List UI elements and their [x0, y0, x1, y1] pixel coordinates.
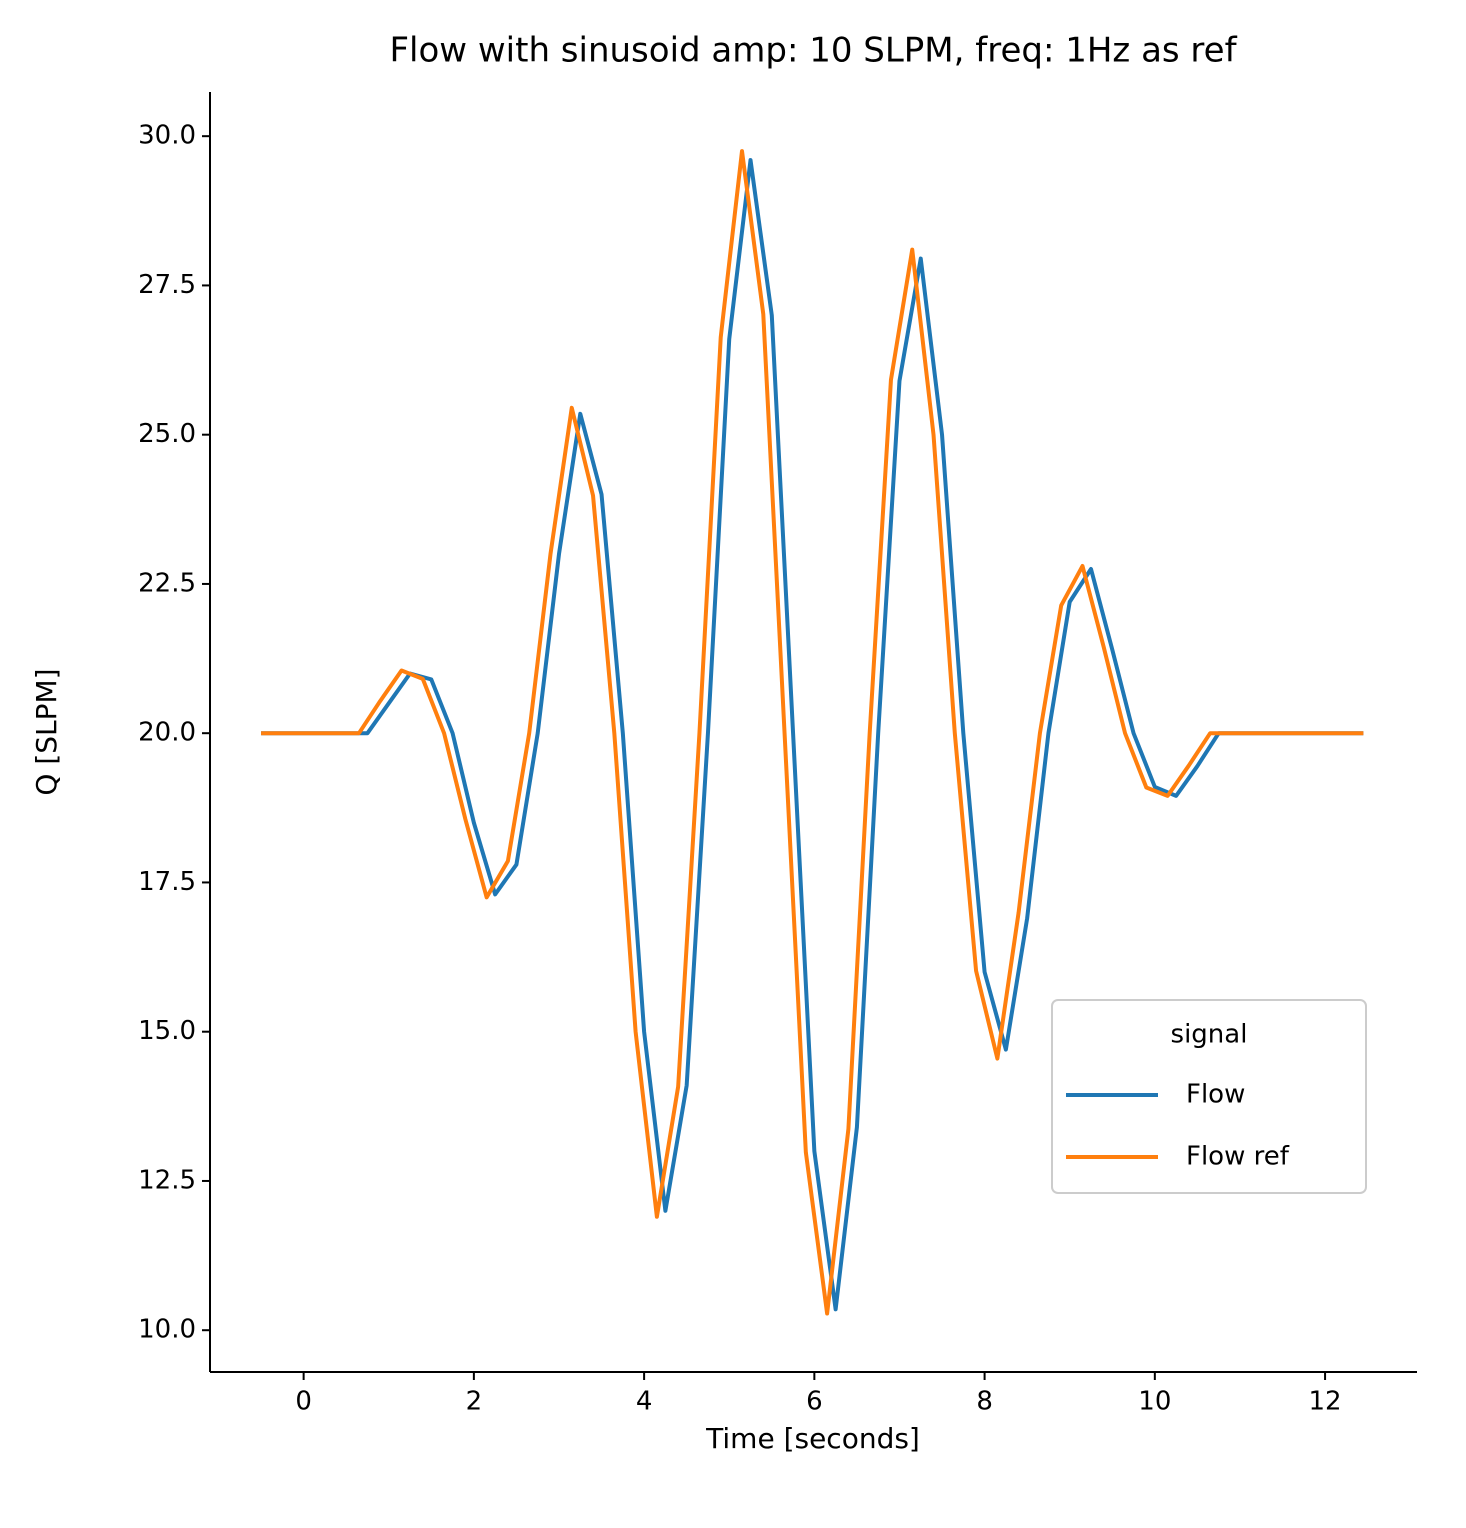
- y-tick-label: 27.5: [138, 270, 196, 300]
- y-tick-label: 10.0: [138, 1315, 196, 1345]
- y-tick-label: 22.5: [138, 568, 196, 598]
- legend-label: Flow: [1186, 1080, 1245, 1110]
- x-tick-label: 0: [295, 1387, 312, 1417]
- y-tick-label: 25.0: [138, 419, 196, 449]
- legend-title: signal: [1171, 1020, 1248, 1050]
- y-tick-label: 15.0: [138, 1016, 196, 1046]
- x-tick-label: 6: [806, 1387, 823, 1417]
- legend-box: [1051, 999, 1367, 1194]
- x-tick-label: 8: [976, 1387, 993, 1417]
- legend-label: Flow ref: [1186, 1142, 1290, 1172]
- data-line: [261, 158, 1364, 1312]
- y-tick-label: 30.0: [138, 121, 196, 151]
- x-tick-label: 2: [466, 1387, 483, 1417]
- y-tick-label: 20.0: [138, 718, 196, 748]
- y-axis-label: Q [SLPM]: [30, 668, 63, 795]
- x-tick-label: 12: [1309, 1387, 1342, 1417]
- data-line: [261, 149, 1364, 1316]
- x-axis-label: Time [seconds]: [705, 1422, 920, 1455]
- x-tick-label: 10: [1138, 1387, 1171, 1417]
- chart-title: Flow with sinusoid amp: 10 SLPM, freq: 1…: [389, 31, 1237, 71]
- y-tick-label: 17.5: [138, 867, 196, 897]
- y-tick-label: 12.5: [138, 1165, 196, 1195]
- x-tick-label: 4: [636, 1387, 653, 1417]
